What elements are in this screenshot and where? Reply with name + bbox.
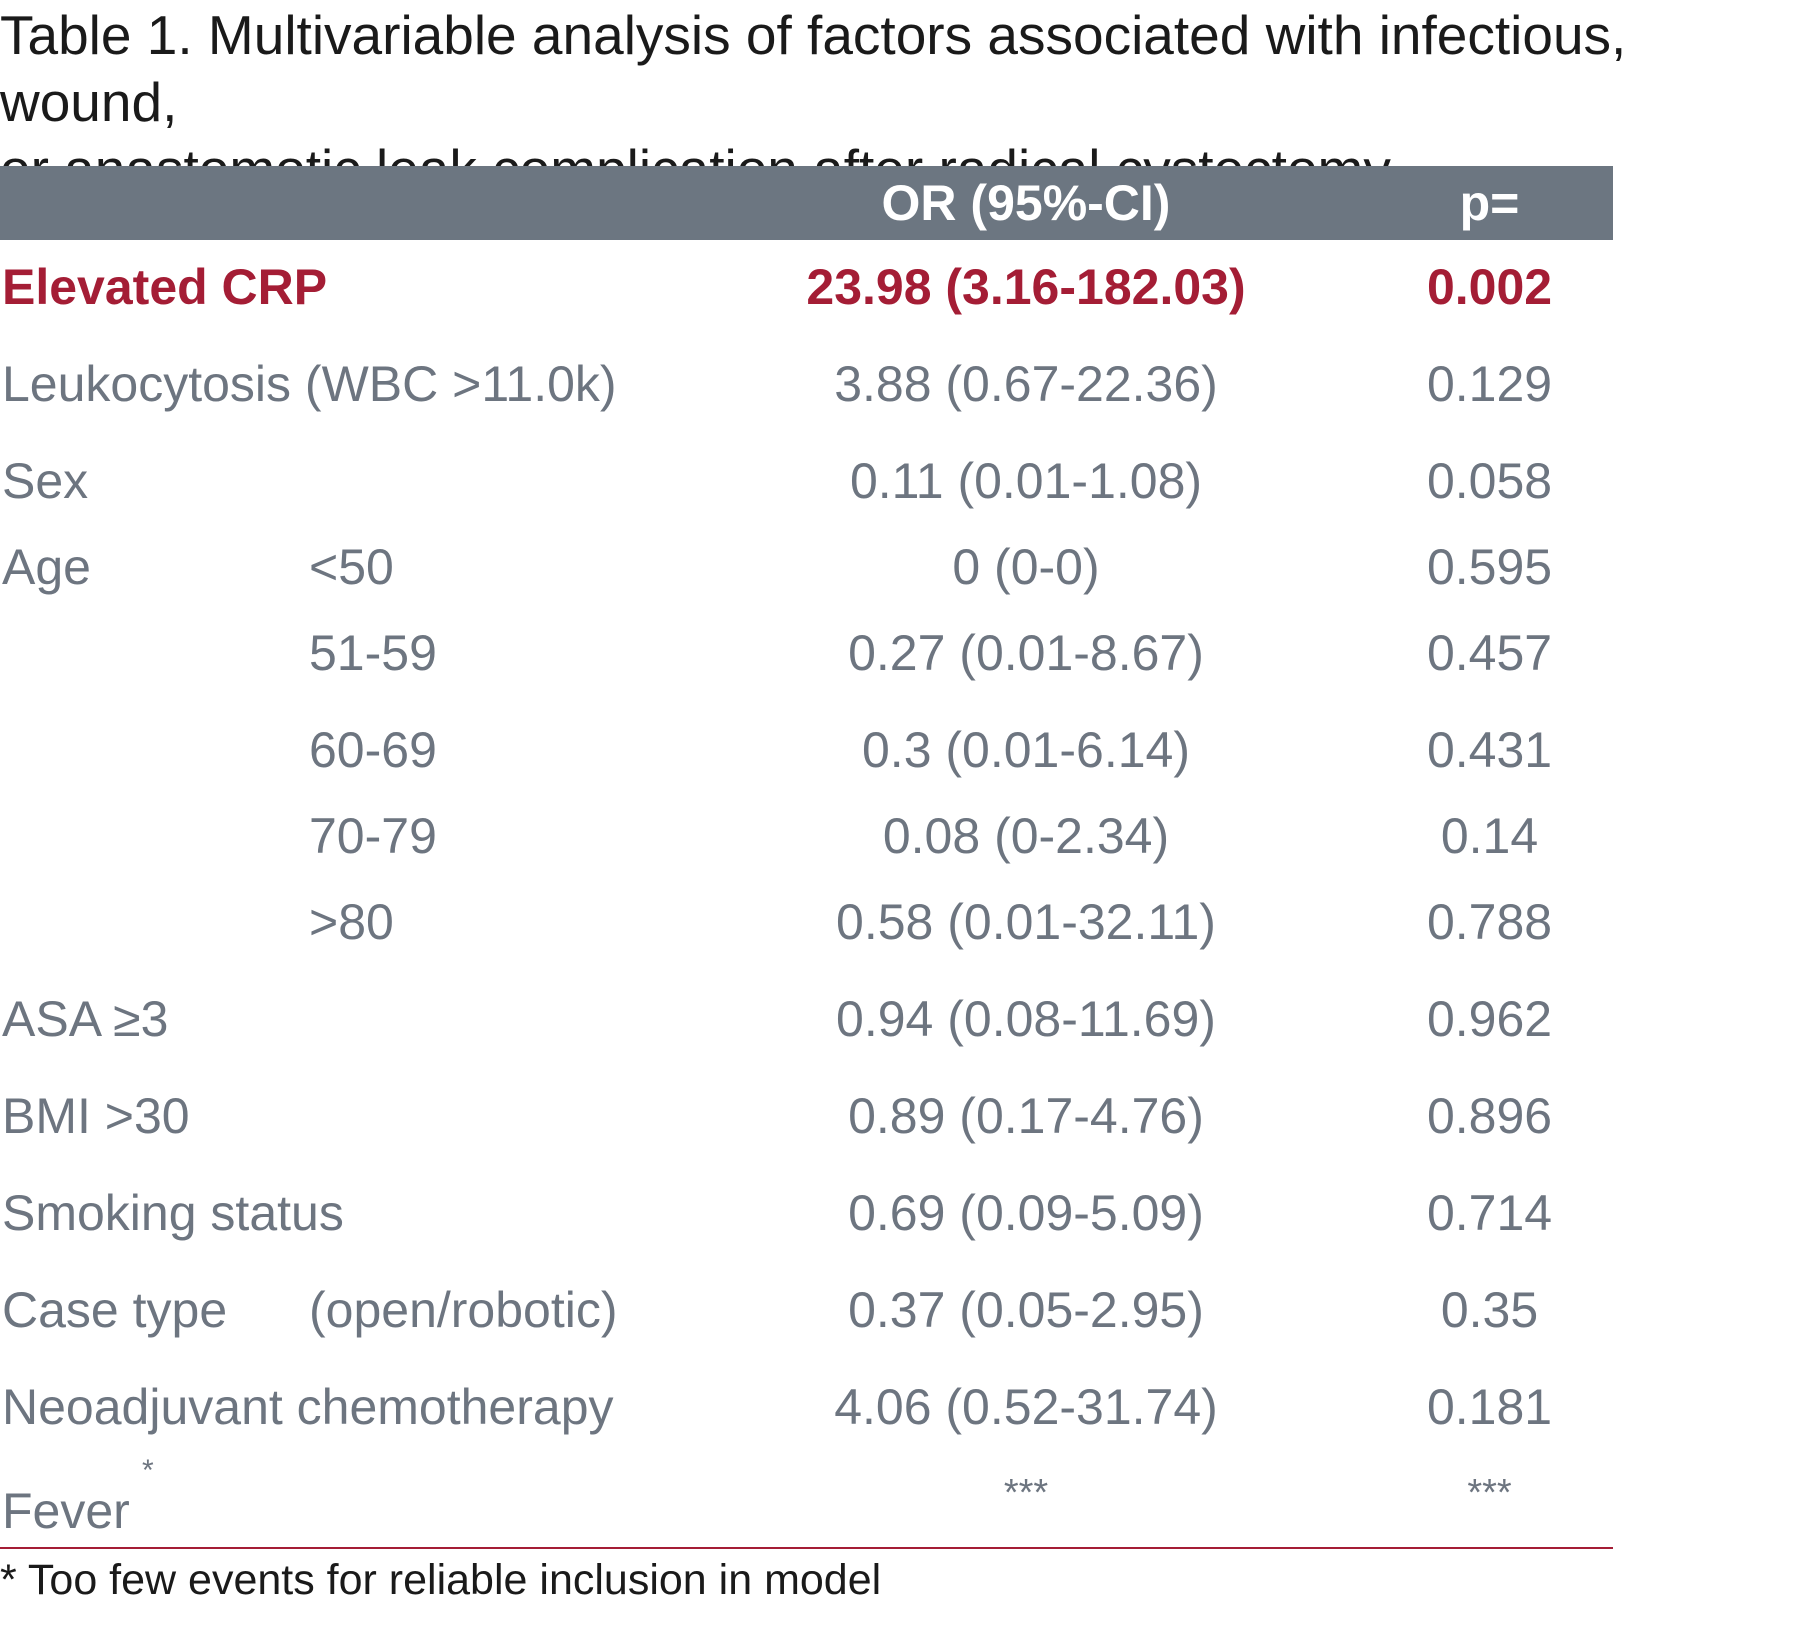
row-label: BMI >30	[2, 1088, 190, 1144]
footnote-marker: *	[142, 1454, 154, 1487]
row-or: 0.3 (0.01-6.14)	[862, 722, 1190, 778]
row-p: 0.14	[1440, 808, 1539, 864]
table-row-age-51-59: 51-59 0.27 (0.01-8.67) 0.457	[0, 616, 1613, 690]
table-row-case-type: Case type (open/robotic) 0.37 (0.05-2.95…	[0, 1273, 1613, 1347]
row-label-text: Fever	[2, 1483, 130, 1539]
row-label: Smoking status	[2, 1185, 344, 1241]
table-row-asa: ASA ≥3 0.94 (0.08-11.69) 0.962	[0, 982, 1613, 1056]
row-or: 0.08 (0-2.34)	[882, 808, 1170, 864]
table-row-leukocytosis: Leukocytosis (WBC >11.0k) 3.88 (0.67-22.…	[0, 347, 1613, 421]
row-p: 0.714	[1426, 1185, 1553, 1241]
row-or: 0 (0-0)	[952, 539, 1100, 595]
header-p: p=	[1459, 175, 1520, 231]
table-title-line1: Table 1. Multivariable analysis of facto…	[0, 4, 1627, 133]
row-label: Leukocytosis (WBC >11.0k)	[2, 356, 617, 412]
table-row-sex: Sex 0.11 (0.01-1.08) 0.058	[0, 444, 1613, 518]
row-or: 0.58 (0.01-32.11)	[836, 894, 1216, 950]
row-label: Neoadjuvant chemotherapy	[2, 1379, 614, 1435]
row-p: 0.002	[1426, 259, 1553, 315]
row-p: 0.35	[1440, 1282, 1539, 1338]
row-sublabel: 51-59	[309, 625, 437, 681]
table-row-age-60-69: 60-69 0.3 (0.01-6.14) 0.431	[0, 713, 1613, 787]
row-or: 23.98 (3.16-182.03)	[806, 259, 1246, 315]
table-row-fever: Fever * *** ***	[0, 1456, 1613, 1548]
table-row-age-70-79: 70-79 0.08 (0-2.34) 0.14	[0, 799, 1613, 873]
table-header: OR (95%-CI) p=	[0, 166, 1613, 240]
row-p: 0.788	[1426, 894, 1553, 950]
row-or: 0.11 (0.01-1.08)	[849, 453, 1203, 509]
table-row-elevated-crp: Elevated CRP 23.98 (3.16-182.03) 0.002	[0, 250, 1613, 324]
row-sublabel: <50	[309, 539, 394, 595]
row-label: Age	[2, 539, 91, 595]
row-p: 0.129	[1426, 356, 1553, 412]
table-row-neoadjuvant: Neoadjuvant chemotherapy 4.06 (0.52-31.7…	[0, 1370, 1613, 1444]
row-sublabel: 60-69	[309, 722, 437, 778]
row-p: 0.181	[1426, 1379, 1553, 1435]
row-sublabel: >80	[309, 894, 394, 950]
table-row-bmi: BMI >30 0.89 (0.17-4.76) 0.896	[0, 1079, 1613, 1153]
row-p: ***	[1467, 1472, 1512, 1514]
row-label: Elevated CRP	[2, 259, 328, 315]
table-footnote: * Too few events for reliable inclusion …	[0, 1556, 882, 1604]
row-or: 0.69 (0.09-5.09)	[848, 1185, 1204, 1241]
row-or: 4.06 (0.52-31.74)	[834, 1379, 1218, 1435]
row-or: 0.94 (0.08-11.69)	[836, 991, 1216, 1047]
row-label: ASA ≥3	[2, 991, 169, 1047]
row-or: ***	[1003, 1472, 1049, 1514]
row-p: 0.962	[1426, 991, 1553, 1047]
row-label: Sex	[2, 453, 89, 509]
row-p: 0.058	[1426, 453, 1553, 509]
table-row-age-over-80: >80 0.58 (0.01-32.11) 0.788	[0, 885, 1613, 959]
table-row-age-under-50: Age <50 0 (0-0) 0.595	[0, 530, 1613, 604]
table-row-smoking: Smoking status 0.69 (0.09-5.09) 0.714	[0, 1176, 1613, 1250]
row-sublabel: (open/robotic)	[309, 1282, 618, 1338]
table-bottom-rule	[0, 1547, 1613, 1549]
row-p: 0.595	[1426, 539, 1553, 595]
row-p: 0.431	[1426, 722, 1553, 778]
header-or: OR (95%-CI)	[881, 175, 1171, 231]
row-or: 0.89 (0.17-4.76)	[848, 1088, 1204, 1144]
row-or: 3.88 (0.67-22.36)	[834, 356, 1218, 412]
row-p: 0.896	[1426, 1088, 1553, 1144]
row-label: Case type	[2, 1282, 228, 1338]
row-p: 0.457	[1426, 625, 1553, 681]
row-or: 0.37 (0.05-2.95)	[848, 1282, 1204, 1338]
row-sublabel: 70-79	[309, 808, 437, 864]
row-or: 0.27 (0.01-8.67)	[848, 625, 1204, 681]
row-label: Fever *	[2, 1456, 154, 1548]
